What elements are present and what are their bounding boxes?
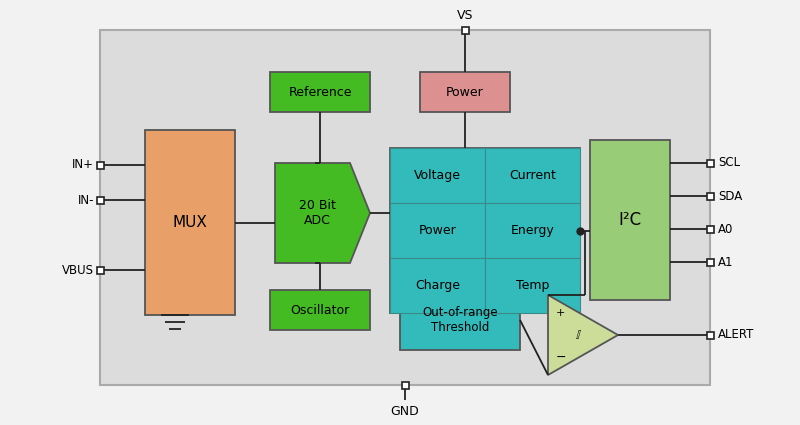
Bar xyxy=(420,72,510,112)
Text: MUX: MUX xyxy=(173,215,207,230)
Text: VS: VS xyxy=(457,9,474,22)
Bar xyxy=(97,196,103,204)
Bar xyxy=(485,258,580,313)
Text: SCL: SCL xyxy=(718,156,740,170)
Bar xyxy=(706,226,714,232)
Text: Temp: Temp xyxy=(516,279,549,292)
Text: SDA: SDA xyxy=(718,190,742,202)
Bar xyxy=(390,203,485,258)
Text: Oscillator: Oscillator xyxy=(290,303,350,317)
Text: GND: GND xyxy=(390,405,419,418)
Bar xyxy=(462,26,469,34)
Text: Power: Power xyxy=(418,224,456,237)
Text: $\mathbb{I}$: $\mathbb{I}$ xyxy=(574,328,582,342)
Polygon shape xyxy=(275,163,370,263)
Bar xyxy=(706,193,714,199)
Bar xyxy=(97,162,103,168)
Bar xyxy=(97,266,103,274)
Bar xyxy=(270,290,370,330)
Text: 20 Bit
ADC: 20 Bit ADC xyxy=(299,199,336,227)
Polygon shape xyxy=(548,295,618,375)
Bar xyxy=(145,130,235,315)
Text: I²C: I²C xyxy=(618,211,642,229)
Bar xyxy=(706,159,714,167)
Text: IN-: IN- xyxy=(78,193,94,207)
Text: Out-of-range
Threshold: Out-of-range Threshold xyxy=(422,306,498,334)
Bar xyxy=(390,148,485,203)
Bar xyxy=(390,148,580,313)
Text: Current: Current xyxy=(509,169,556,182)
Text: +: + xyxy=(556,308,566,318)
Bar xyxy=(390,258,485,313)
Text: Energy: Energy xyxy=(510,224,554,237)
Bar xyxy=(270,72,370,112)
Text: Reference: Reference xyxy=(288,85,352,99)
Text: Power: Power xyxy=(446,85,484,99)
Bar xyxy=(402,382,409,388)
Bar xyxy=(100,30,710,385)
Text: IN+: IN+ xyxy=(72,159,94,172)
Text: A0: A0 xyxy=(718,223,734,235)
Text: Voltage: Voltage xyxy=(414,169,461,182)
Text: −: − xyxy=(556,351,566,363)
Bar xyxy=(706,332,714,338)
Bar xyxy=(706,258,714,266)
Bar xyxy=(400,290,520,350)
Bar xyxy=(590,140,670,300)
Text: A1: A1 xyxy=(718,255,734,269)
Bar xyxy=(485,148,580,203)
Text: ALERT: ALERT xyxy=(718,329,754,342)
Bar xyxy=(485,203,580,258)
Text: VBUS: VBUS xyxy=(62,264,94,277)
Text: Charge: Charge xyxy=(415,279,460,292)
